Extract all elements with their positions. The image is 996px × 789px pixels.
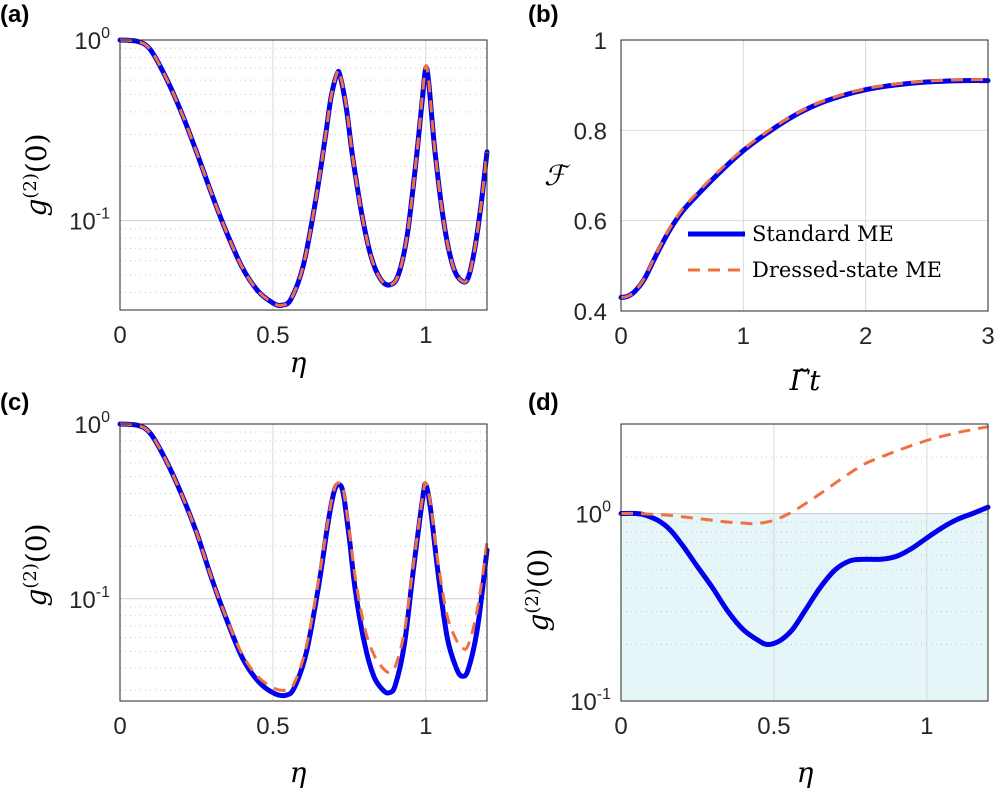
svg-text:g(2)(0): g(2)(0) [20, 133, 53, 216]
series-standard-line [618, 504, 991, 647]
y-tick-label: 10-1 [69, 206, 110, 236]
x-tick-label: 0.5 [256, 713, 289, 740]
y-tick-label: 100 [74, 409, 110, 439]
x-tick-label: 0 [113, 322, 126, 349]
panel-a: 0 0.5 1 100 10-1 (a) η g(2)(0) [0, 1, 490, 379]
y-axis-label: g(2)(0) [522, 548, 555, 631]
y-tick-label: 0.4 [574, 299, 607, 326]
x-axis-label: η [290, 756, 307, 789]
x-tick-label: 1 [920, 713, 933, 740]
y-tick-label: 10-1 [570, 686, 611, 716]
curves [117, 37, 490, 309]
curves [618, 78, 991, 300]
x-axis-label: Γ̃t [789, 364, 821, 397]
panel-c: 0 0.5 1 100 10-1 (c) η g(2)(0) [0, 389, 490, 789]
panel-b: 0 1 2 3 0.4 0.6 0.8 1 (b) Γ̃t ℱ Standard ME Dre… [528, 1, 995, 397]
x-tick-label: 3 [981, 323, 994, 350]
panel-label-c: (c) [0, 389, 29, 416]
y-tick-label: 1 [594, 28, 607, 55]
x-tick-label: 0 [614, 323, 627, 350]
y-axis-label: g(2)(0) [20, 133, 53, 216]
x-tick-label: 0.5 [757, 713, 790, 740]
panel-label-a: (a) [0, 1, 29, 28]
y-tick-label: 100 [575, 498, 611, 528]
x-tick-label: 0 [614, 713, 627, 740]
x-tick-label: 0.5 [256, 322, 289, 349]
x-tick-label: 1 [419, 322, 432, 349]
x-tick-label: 1 [737, 323, 750, 350]
y-tick-label: 0.8 [574, 118, 607, 145]
axes-border [620, 39, 989, 312]
panel-label-d: (d) [528, 389, 559, 416]
y-tick-label: 100 [74, 25, 110, 55]
legend: Standard ME Dressed-state ME [688, 222, 942, 282]
legend-dressed-label: Dressed-state ME [752, 258, 942, 282]
tick-labels: 0 1 2 3 0.4 0.6 0.8 1 [574, 28, 995, 350]
x-tick-label: 2 [859, 323, 872, 350]
series-dressed-line [620, 425, 989, 526]
x-tick-label: 0 [113, 713, 126, 740]
legend-standard-label: Standard ME [752, 222, 894, 246]
series-dressed-line [620, 78, 989, 299]
series-dressed-line [119, 38, 489, 308]
tick-labels: 0 0.5 1 100 10-1 [570, 498, 933, 740]
y-axis-label: g(2)(0) [20, 523, 53, 606]
curves [117, 421, 490, 699]
y-axis-label: ℱ [544, 159, 571, 192]
x-tick-label: 1 [419, 713, 432, 740]
tick-labels: 0 0.5 1 100 10-1 [69, 409, 432, 740]
y-tick-label: 10-1 [69, 584, 110, 614]
axes-border [119, 423, 488, 702]
panel-d: 0 0.5 1 100 10-1 (d) η g(2)(0) [522, 389, 991, 789]
y-tick-label: 0.6 [574, 209, 607, 236]
svg-text:g(2)(0): g(2)(0) [20, 523, 53, 606]
x-axis-label: η [797, 756, 814, 789]
tick-labels: 0 0.5 1 100 10-1 [69, 25, 432, 349]
axes-border [620, 423, 989, 702]
panel-label-b: (b) [528, 1, 559, 28]
series-dressed-line [119, 422, 489, 692]
x-axis-label: η [290, 346, 307, 379]
grid [120, 423, 487, 701]
svg-text:g(2)(0): g(2)(0) [522, 548, 555, 631]
axes-frame [621, 40, 988, 311]
curves [618, 425, 991, 647]
axes-border [119, 39, 488, 311]
